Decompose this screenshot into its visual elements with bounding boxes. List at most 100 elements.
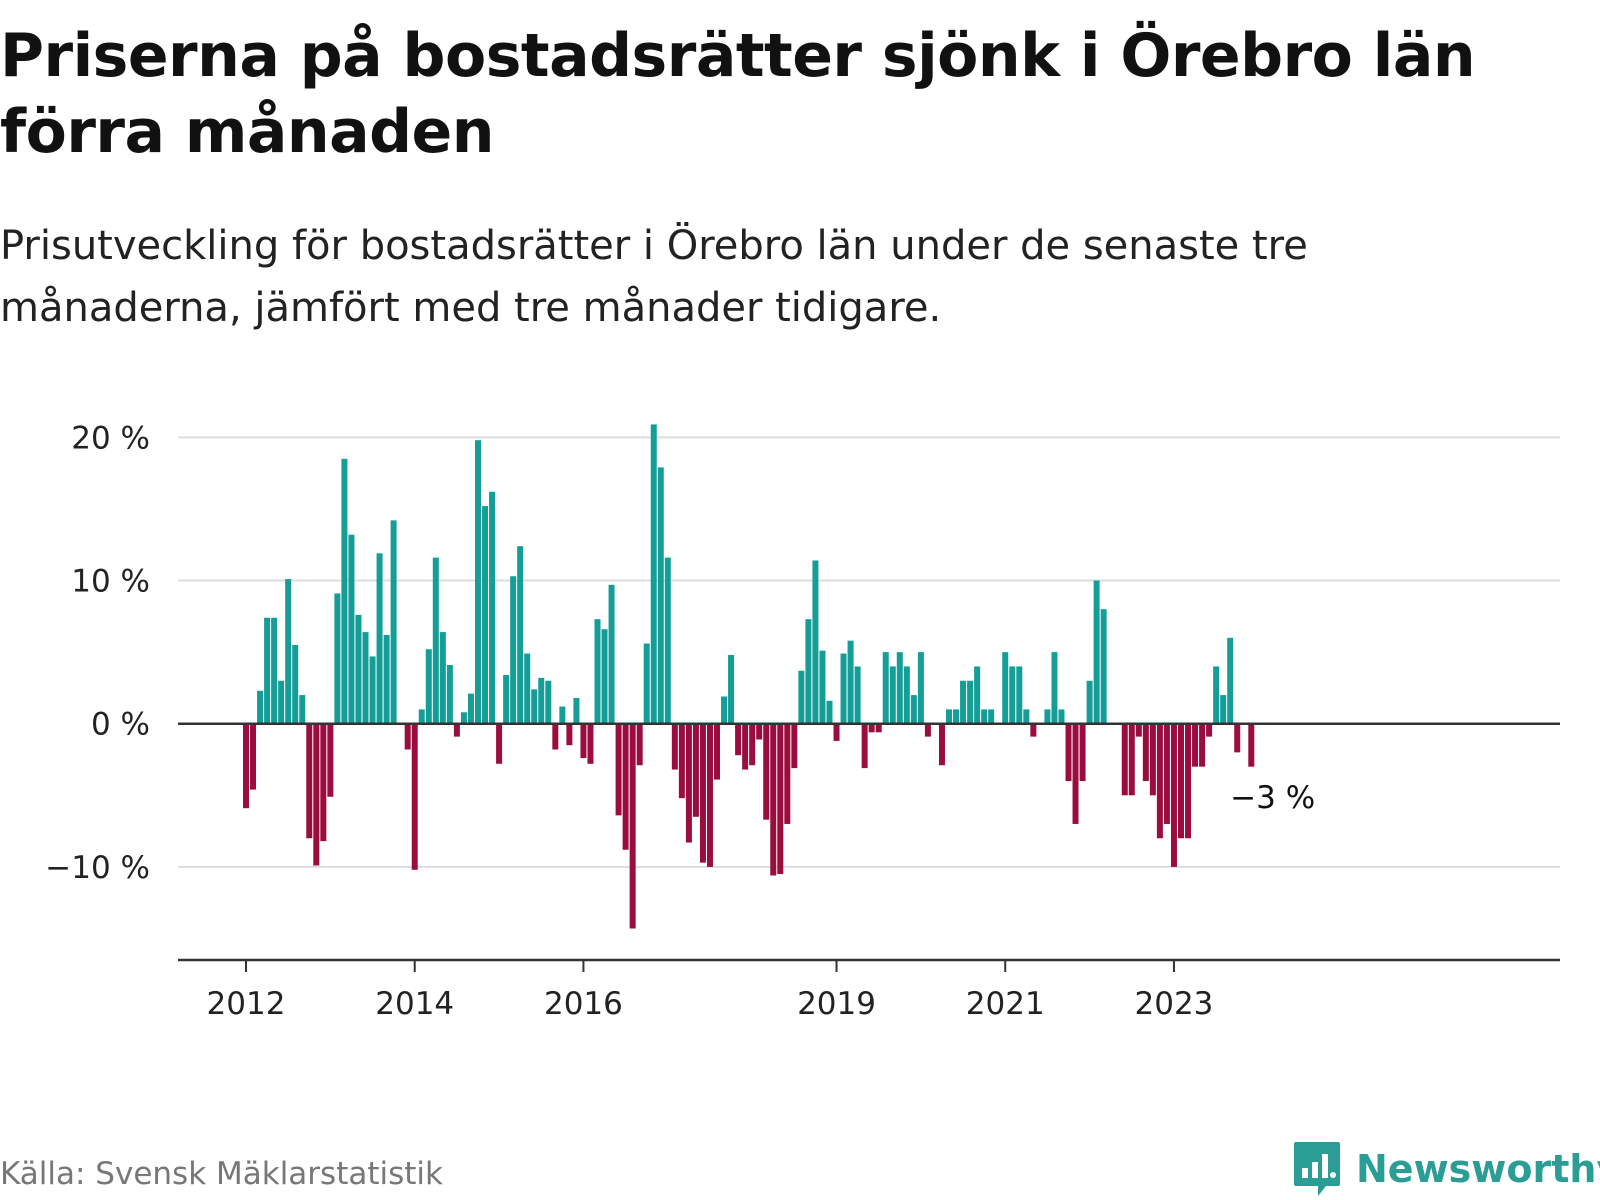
bar — [545, 680, 552, 724]
y-tick-label: −10 % — [45, 850, 150, 886]
bar — [1128, 723, 1135, 796]
bar — [917, 652, 924, 724]
bar — [292, 644, 299, 724]
x-tick-label: 2021 — [966, 986, 1045, 1022]
bar — [953, 709, 960, 724]
bar — [313, 723, 320, 866]
bar — [573, 697, 580, 724]
x-tick-label: 2014 — [375, 986, 454, 1022]
bar — [496, 723, 503, 764]
bar — [299, 695, 306, 724]
bar — [728, 654, 735, 724]
chart-title: Priserna på bostadsrätter sjönk i Örebro… — [0, 21, 1476, 167]
bar — [1149, 723, 1156, 796]
bar — [510, 576, 517, 724]
bar — [524, 653, 531, 724]
bar — [805, 619, 812, 724]
bar — [868, 723, 875, 733]
bar — [903, 666, 910, 724]
y-tick-label: 0 % — [91, 707, 150, 743]
bar — [474, 440, 481, 724]
bar — [875, 723, 882, 733]
bar — [636, 723, 643, 766]
bar — [938, 723, 945, 766]
bar — [1156, 723, 1163, 839]
bar — [988, 709, 995, 724]
x-tick-label: 2016 — [544, 986, 623, 1022]
bar — [812, 560, 819, 724]
bar — [826, 700, 833, 724]
bar — [854, 666, 861, 724]
bar — [615, 723, 622, 816]
bar — [896, 652, 903, 724]
bar — [678, 723, 685, 799]
bar — [721, 696, 728, 724]
bar — [1121, 723, 1128, 796]
bar — [1220, 695, 1227, 724]
bar — [1199, 723, 1206, 767]
bar — [706, 723, 713, 867]
x-tick-label: 2019 — [797, 986, 876, 1022]
bar — [1163, 723, 1170, 824]
bar — [1065, 723, 1072, 781]
bar — [306, 723, 313, 839]
bar — [742, 723, 749, 770]
bar — [974, 666, 981, 724]
bar — [425, 649, 432, 724]
bar — [1248, 723, 1255, 767]
bar — [411, 723, 418, 870]
bar — [1072, 723, 1079, 824]
bar — [840, 653, 847, 724]
bar — [784, 723, 791, 824]
bar — [1135, 723, 1142, 737]
bar — [819, 650, 826, 724]
bar — [1177, 723, 1184, 839]
bar — [376, 553, 383, 724]
bar — [643, 643, 650, 724]
bar — [432, 557, 439, 724]
bar — [503, 675, 510, 724]
bar — [1185, 723, 1192, 839]
bar — [1170, 723, 1177, 867]
bar — [257, 690, 264, 724]
bar — [756, 723, 763, 740]
bar — [1009, 666, 1016, 724]
bar — [285, 579, 292, 724]
bar — [327, 723, 334, 797]
bar — [404, 723, 411, 750]
bar — [1213, 666, 1220, 724]
bar — [278, 680, 285, 724]
bar — [1093, 580, 1100, 724]
bar — [1030, 723, 1037, 737]
bar — [418, 709, 425, 724]
bar — [798, 670, 805, 724]
chart-subtitle: Prisutveckling för bostadsrätter i Örebr… — [0, 223, 1308, 331]
bar — [981, 709, 988, 724]
tick-labels: 20 % 10 % 0 % −10 % 2012 2014 2016 2019 2021 2023… — [45, 420, 1315, 1022]
bar — [699, 723, 706, 863]
bar — [320, 723, 327, 842]
bar — [770, 723, 777, 876]
bar — [1051, 652, 1058, 724]
bar — [1016, 666, 1023, 724]
bar — [355, 614, 362, 724]
bar — [1227, 637, 1234, 724]
bar — [243, 723, 249, 809]
bar — [960, 680, 967, 724]
bar — [671, 723, 678, 770]
bar — [629, 723, 636, 929]
x-tick-label: 2012 — [207, 986, 286, 1022]
bar — [538, 677, 545, 724]
bar — [594, 619, 601, 724]
bar — [489, 491, 496, 724]
bar — [348, 534, 355, 724]
bar — [1079, 723, 1086, 781]
bar — [650, 424, 657, 724]
bars — [243, 424, 1255, 929]
bar-chart-speech-bubble-icon — [1294, 1142, 1340, 1196]
brand-logo: Newsworthy — [1292, 1140, 1600, 1198]
bar — [467, 693, 474, 724]
bar — [735, 723, 742, 756]
bar — [777, 723, 784, 875]
bar — [910, 695, 917, 724]
